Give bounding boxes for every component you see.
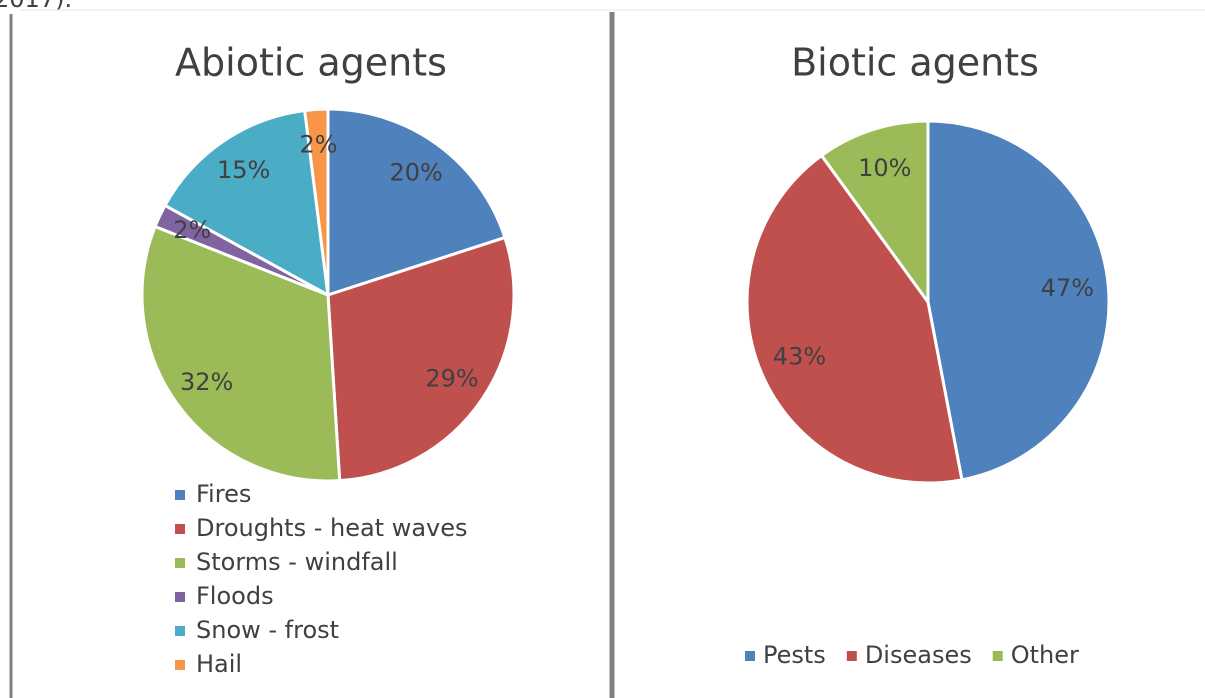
data-label: 20% — [389, 159, 442, 187]
pie-slice — [926, 119, 1111, 482]
legend-marker — [846, 651, 857, 661]
chart-title: Abiotic agents — [175, 41, 447, 85]
legend-marker — [175, 660, 185, 670]
pie-slice — [745, 154, 964, 485]
caption-fragment: 2017). — [0, 0, 72, 13]
legend-marker — [175, 626, 185, 636]
legend-marker — [175, 524, 185, 534]
legend-marker — [175, 558, 185, 568]
chart-title: Biotic agents — [791, 41, 1039, 85]
legend-label: Hail — [196, 650, 242, 678]
data-label: 2% — [300, 130, 338, 158]
legend-label: Pests — [763, 641, 826, 669]
legend-label: Other — [1011, 641, 1079, 669]
pie-slice — [820, 119, 930, 304]
legend-label: Storms - windfall — [196, 548, 398, 576]
data-label: 10% — [858, 154, 911, 182]
pie-slice — [303, 107, 330, 297]
legend-marker — [175, 592, 185, 602]
legend-marker — [992, 651, 1003, 661]
data-label: 47% — [1041, 274, 1094, 302]
pie-slice — [326, 236, 516, 483]
data-label: 43% — [773, 343, 826, 371]
pie-slice — [163, 108, 330, 297]
legend-label: Droughts - heat waves — [196, 514, 468, 542]
legend-marker — [745, 651, 755, 661]
data-label: 29% — [425, 364, 478, 392]
legend-label: Floods — [196, 582, 274, 610]
data-label: 2% — [173, 216, 211, 244]
data-label: 32% — [180, 368, 233, 396]
legend-label: Fires — [196, 480, 251, 508]
pie-slice — [140, 225, 342, 483]
legend-label: Snow - frost — [196, 616, 339, 644]
legend-marker — [175, 490, 185, 500]
pie-slice — [326, 107, 507, 297]
legend-label: Diseases — [865, 641, 972, 669]
data-label: 15% — [217, 156, 270, 184]
